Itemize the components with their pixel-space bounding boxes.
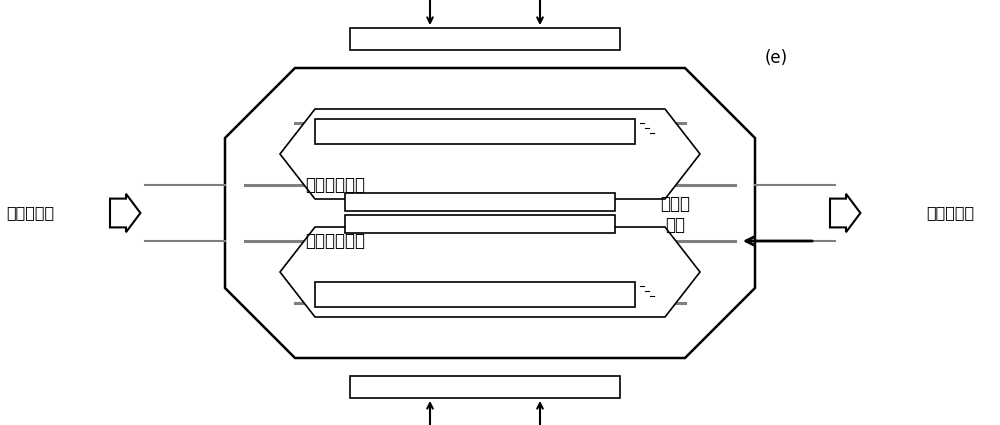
Polygon shape [225, 68, 755, 358]
Bar [345, 193, 615, 211]
Bar [350, 376, 620, 398]
Text: 相位调
制器: 相位调 制器 [660, 195, 690, 234]
Bar [315, 119, 635, 144]
Bar [350, 28, 620, 50]
Polygon shape [280, 227, 700, 317]
Polygon shape [830, 194, 860, 232]
Polygon shape [280, 109, 700, 199]
Bar [315, 282, 635, 307]
Text: 上行子调制器: 上行子调制器 [305, 176, 365, 194]
Polygon shape [110, 194, 140, 232]
Bar [345, 215, 615, 233]
Text: 光输入端口: 光输入端口 [6, 206, 54, 221]
Text: (e): (e) [765, 49, 788, 67]
Text: 光输出端口: 光输出端口 [926, 206, 974, 221]
Text: 下行子调制器: 下行子调制器 [305, 232, 365, 250]
